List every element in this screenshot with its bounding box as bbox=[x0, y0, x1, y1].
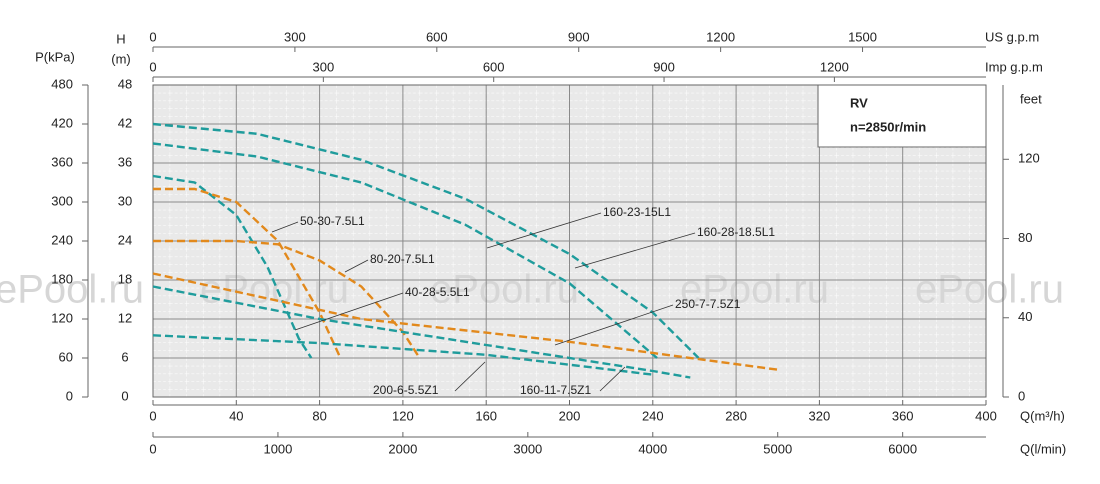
x-tick-label: 320 bbox=[809, 408, 831, 423]
watermark: ePool.ru bbox=[0, 268, 144, 312]
watermark: ePool.ru bbox=[915, 268, 1064, 312]
x2-tick-label: 3000 bbox=[513, 441, 542, 456]
y2-tick-label: 0 bbox=[1018, 388, 1025, 403]
y2-tick-label: 80 bbox=[1018, 230, 1032, 245]
x-tick-label: 40 bbox=[229, 408, 243, 423]
top-tick-label: 1200 bbox=[820, 59, 849, 74]
leader-line bbox=[554, 304, 674, 346]
x-tick-label: 80 bbox=[312, 408, 326, 423]
top-tick-label: 1200 bbox=[706, 29, 735, 44]
top-tick-label: 900 bbox=[653, 59, 675, 74]
x-tick-label: 240 bbox=[642, 408, 664, 423]
top-axis-label: US g.p.m bbox=[985, 29, 1039, 44]
x2-tick-label: 4000 bbox=[638, 441, 667, 456]
x2-tick-label: 5000 bbox=[763, 441, 792, 456]
p-tick-label: 0 bbox=[66, 388, 73, 403]
top-axis-label: Imp g.p.m bbox=[985, 59, 1043, 74]
x-tick-label: 200 bbox=[559, 408, 581, 423]
p-tick-label: 180 bbox=[51, 271, 73, 286]
x2-tick-label: 0 bbox=[149, 441, 156, 456]
leader-line bbox=[574, 232, 696, 269]
top-tick-label: 300 bbox=[312, 59, 334, 74]
top-tick-label: 600 bbox=[483, 59, 505, 74]
x-tick-label: 120 bbox=[392, 408, 414, 423]
curve-label: 160-28-18.5L1 bbox=[697, 225, 775, 239]
leader-line bbox=[271, 221, 299, 233]
y-axis-unit: (m) bbox=[111, 51, 131, 66]
y-tick-label: 48 bbox=[118, 76, 132, 91]
x2-tick-label: 2000 bbox=[388, 441, 417, 456]
top-tick-label: 0 bbox=[149, 59, 156, 74]
x-tick-label: 160 bbox=[475, 408, 497, 423]
y-tick-label: 24 bbox=[118, 232, 132, 247]
y2-tick-label: 120 bbox=[1018, 151, 1040, 166]
curve-label: 50-30-7.5L1 bbox=[300, 214, 365, 228]
leader-line bbox=[454, 361, 486, 392]
top-tick-label: 600 bbox=[426, 29, 448, 44]
p-axis-label: P(kPa) bbox=[35, 49, 75, 64]
y-tick-label: 36 bbox=[118, 154, 132, 169]
info-title: RV bbox=[850, 95, 868, 110]
info-box bbox=[817, 84, 987, 148]
x-tick-label: 0 bbox=[149, 408, 156, 423]
p-tick-label: 120 bbox=[51, 310, 73, 325]
y-tick-label: 6 bbox=[121, 349, 128, 364]
curve-label: 250-7-7.5Z1 bbox=[675, 297, 741, 311]
y-tick-label: 42 bbox=[118, 115, 132, 130]
p-tick-label: 240 bbox=[51, 232, 73, 247]
curve-label: 160-11-7.5Z1 bbox=[520, 383, 591, 397]
y-tick-label: 12 bbox=[118, 310, 132, 325]
curve-label: 160-23-15L1 bbox=[603, 205, 671, 219]
x-axis-label: Q(m³/h) bbox=[1020, 408, 1065, 423]
y2-tick-label: 40 bbox=[1018, 309, 1032, 324]
watermark: ePool.ru bbox=[200, 268, 349, 312]
x-tick-label: 280 bbox=[725, 408, 747, 423]
curve-label: 80-20-7.5L1 bbox=[370, 252, 435, 266]
pump-curve bbox=[152, 272, 778, 371]
pump-curve bbox=[152, 174, 313, 359]
curve-label: 40-28-5.5L1 bbox=[405, 285, 470, 299]
pump-curve bbox=[152, 122, 700, 359]
x2-tick-label: 6000 bbox=[888, 441, 917, 456]
leader-line bbox=[486, 212, 602, 249]
p-tick-label: 480 bbox=[51, 76, 73, 91]
p-tick-label: 300 bbox=[51, 193, 73, 208]
y-axis-label: H bbox=[116, 31, 125, 46]
top-tick-label: 0 bbox=[149, 29, 156, 44]
pump-curve bbox=[152, 142, 658, 359]
curve-label: 200-6-5.5Z1 bbox=[373, 383, 439, 397]
top-tick-label: 900 bbox=[568, 29, 590, 44]
x2-tick-label: 1000 bbox=[263, 441, 292, 456]
leader-line bbox=[599, 366, 626, 392]
y-tick-label: 18 bbox=[118, 271, 132, 286]
x-tick-label: 400 bbox=[975, 408, 997, 423]
p-tick-label: 360 bbox=[51, 154, 73, 169]
top-tick-label: 300 bbox=[284, 29, 306, 44]
p-tick-label: 420 bbox=[51, 115, 73, 130]
watermark: ePool.ru bbox=[680, 268, 829, 312]
y-tick-label: 0 bbox=[121, 388, 128, 403]
leader-line bbox=[294, 292, 404, 331]
leader-line bbox=[344, 259, 369, 273]
pump-curve bbox=[152, 285, 691, 379]
x2-axis-label: Q(l/min) bbox=[1020, 441, 1066, 456]
y2-axis-label: feet bbox=[1020, 91, 1042, 106]
p-tick-label: 60 bbox=[59, 349, 73, 364]
x-tick-label: 360 bbox=[892, 408, 914, 423]
y-tick-label: 30 bbox=[118, 193, 132, 208]
info-subtitle: n=2850r/min bbox=[850, 119, 926, 134]
top-tick-label: 1500 bbox=[848, 29, 877, 44]
